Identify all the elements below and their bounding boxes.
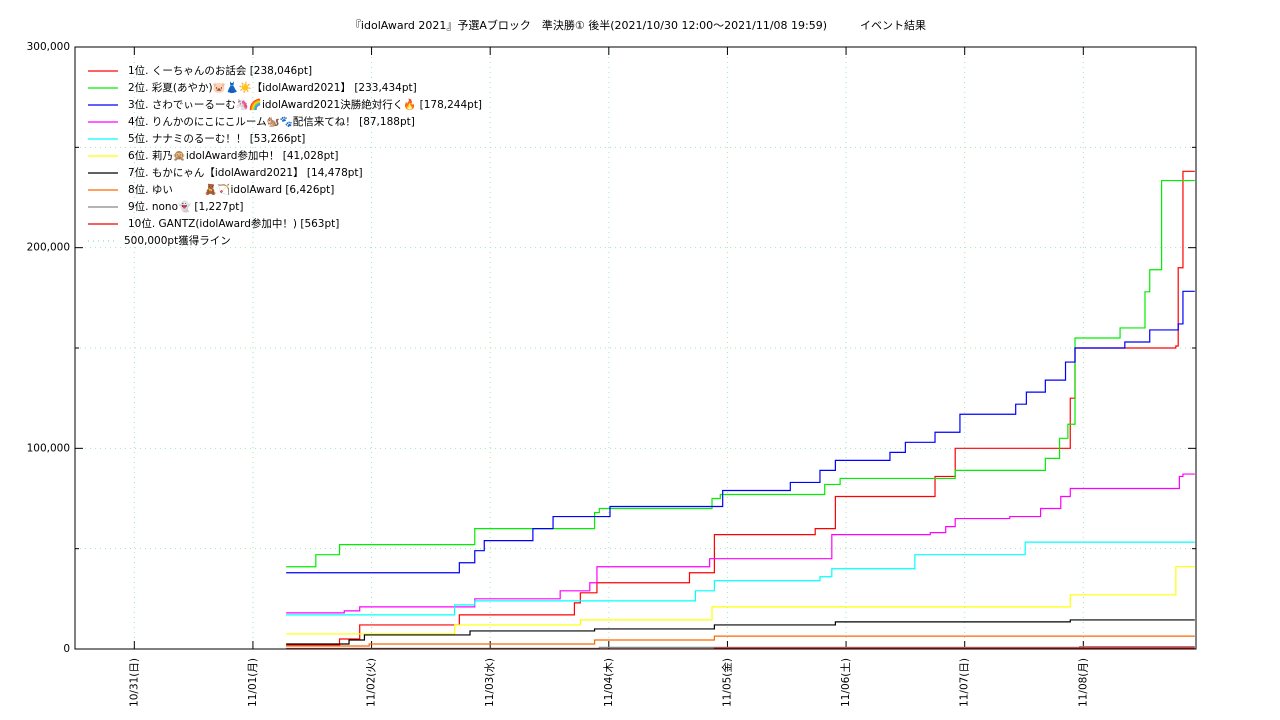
plot-border [74, 46, 1197, 650]
legend-label: 1位. くーちゃんのお話会 [238,046pt] [128, 64, 312, 77]
legend-label: 4位. りんかのにこにこルーム🐿️🐾配信来てね！ [87,188pt] [128, 115, 415, 128]
series-line [286, 619, 1195, 645]
series-line [286, 290, 1195, 574]
series-line [286, 566, 1195, 635]
series-line [286, 170, 1195, 646]
x-tick-label: 11/03(水) [484, 658, 496, 707]
chart-title: 『idolAward 2021』予選Aブロック 準決勝① 後半(2021/10/… [350, 18, 926, 32]
x-tick-label: 11/05(金) [720, 658, 733, 707]
x-tick-label: 10/31(日) [128, 658, 140, 707]
series-line [286, 179, 1195, 568]
legend-label: 9位. nono👻 [1,227pt] [128, 200, 243, 213]
x-tick-label: 11/02(火) [366, 658, 378, 707]
legend-label: 6位. 莉乃🙊idolAward参加中！ [41,028pt] [128, 149, 338, 162]
x-tick-label: 11/01(月) [247, 658, 259, 707]
y-tick-label: 300,000 [27, 41, 70, 53]
legend-label: 10位. GANTZ(idolAward参加中！) [563pt] [128, 217, 339, 230]
series-line [286, 635, 1195, 647]
y-tick-label: 200,000 [27, 242, 70, 254]
legend-label: 8位. ゆい 🧸🏹idolAward [6,426pt] [128, 183, 334, 196]
legend-label: 5位. ナナミのるーむ！！ [53,266pt] [128, 132, 305, 145]
legend-label: 3位. さわでぃーるーむ🦄🌈idolAward2021決勝絶対行く🔥 [178,… [128, 98, 482, 111]
x-tick-label: 11/04(木) [603, 658, 615, 707]
series-line [286, 473, 1195, 614]
y-tick-label: 0 [63, 643, 70, 655]
y-tick-label: 100,000 [27, 442, 70, 454]
legend-label: 500,000pt獲得ライン [124, 234, 231, 247]
x-tick-label: 11/07(日) [959, 658, 971, 707]
plot-area [286, 170, 1195, 649]
legend-label: 2位. 彩夏(あやか)🐷👗☀️【idolAward2021】 [233,434p… [128, 81, 417, 94]
x-tick-label: 11/08(月) [1077, 658, 1089, 707]
series-line [286, 541, 1195, 616]
x-tick-label: 11/06(土) [839, 658, 852, 707]
legend-label: 7位. もかにゃん【idolAward2021】 [14,478pt] [128, 166, 363, 179]
